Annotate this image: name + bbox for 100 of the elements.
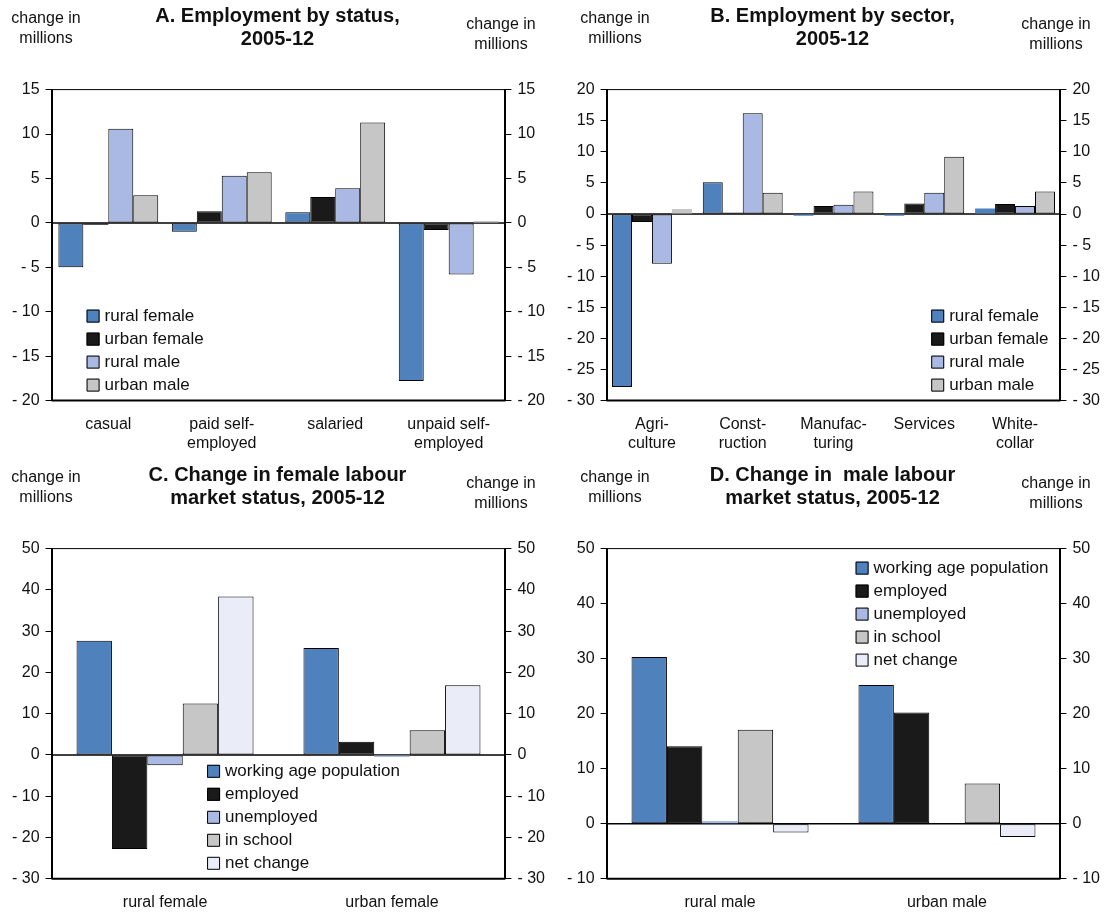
y-tick-label: 40 (21, 580, 40, 598)
legend-label: urban male (949, 374, 1035, 394)
y-tick-label: 30 (576, 649, 595, 667)
y-tick-label: 40 (576, 594, 595, 612)
x-tick-label: White-collar (991, 414, 1039, 451)
y2-tick-label: 20 (517, 662, 536, 680)
y-tick-label: 20 (576, 704, 595, 722)
y2-tick-label: - 5 (517, 257, 537, 275)
y-tick-label: 0 (30, 213, 40, 231)
x-tick-label: salaried (307, 414, 364, 432)
y-tick-label: 50 (576, 539, 595, 557)
legend-label: employed (225, 783, 299, 803)
legend-label: working age population (224, 760, 400, 780)
x-tick-label: casual (85, 414, 132, 432)
bar (671, 209, 692, 214)
y-tick-label: 0 (585, 814, 595, 832)
x-tick-label: unpaid self-employed (407, 414, 491, 451)
y-tick-label: 10 (576, 142, 595, 160)
y2-tick-label: - 5 (1072, 235, 1092, 253)
chart-title: D. Change in male labour market status, 2005-12 (708, 463, 957, 509)
y2-tick-label: 50 (517, 539, 536, 557)
y-tick-label: 30 (21, 621, 40, 639)
y-axis-title: change in millions (579, 467, 651, 507)
y-tick-label: - 15 (11, 346, 40, 364)
y2-tick-label: - 15 (517, 346, 546, 364)
legend-label: unemployed (873, 603, 967, 623)
y2-tick-label: 40 (1072, 594, 1091, 612)
y2-tick-label: 40 (517, 580, 536, 598)
y2-tick-label: 5 (1072, 173, 1082, 191)
y-axis-title: change in millions (579, 8, 651, 48)
legend-label: net change (873, 649, 958, 669)
y-tick-label: - 20 (11, 827, 40, 845)
x-tick-label: rural female (122, 892, 208, 910)
y-tick-label: - 10 (566, 266, 595, 284)
x-tick-label: Services (893, 414, 955, 432)
x-tick-label: urban male (906, 892, 988, 910)
y-tick-label: - 30 (11, 869, 40, 887)
legend-label: urban female (104, 328, 204, 348)
legend-label: in school (873, 626, 941, 646)
y-tick-label: 0 (585, 204, 595, 222)
y-tick-label: 50 (21, 539, 40, 557)
y2-tick-label: 15 (1072, 111, 1091, 129)
y2-tick-label: 10 (1072, 759, 1091, 777)
y-tick-label: - 10 (11, 302, 40, 320)
x-tick-label: Const-ruction (718, 414, 767, 451)
x-tick-label: paid self-employed (187, 414, 257, 451)
legend-label: working age population (872, 557, 1049, 577)
y2-tick-label: - 20 (517, 391, 546, 409)
y2-tick-label: 0 (517, 745, 527, 763)
y2-tick-label: - 10 (517, 786, 546, 804)
chart-title: B. Employment by sector, 2005-12 (709, 4, 956, 50)
legend-label: unemployed (225, 806, 318, 826)
y2-tick-label: 0 (1072, 814, 1082, 832)
y2-tick-label: 30 (1072, 649, 1091, 667)
bar (702, 821, 738, 824)
y-tick-label: 10 (576, 759, 595, 777)
y-tick-label: 15 (21, 80, 40, 98)
legend-label: rural male (104, 351, 181, 371)
y-tick-label: - 5 (575, 235, 595, 253)
y2-tick-label: - 15 (1072, 297, 1101, 315)
y-tick-label: 10 (21, 124, 40, 142)
legend-label: employed (873, 580, 948, 600)
y2-tick-label: 50 (1072, 539, 1091, 557)
y-tick-label: 0 (30, 745, 40, 763)
y2-tick-label: 30 (517, 621, 536, 639)
x-tick-label: urban female (345, 892, 439, 910)
y2-tick-label: - 25 (1072, 359, 1101, 377)
y2-tick-label: - 20 (517, 827, 546, 845)
y-tick-label: - 10 (566, 869, 595, 887)
y2-tick-label: 0 (517, 213, 527, 231)
x-tick-label: Agri-culture (627, 414, 677, 451)
y2-axis-title: change in millions (1020, 473, 1092, 513)
y-axis-title: change in millions (10, 467, 82, 507)
y-tick-label: - 10 (11, 786, 40, 804)
y-tick-label: - 15 (566, 297, 595, 315)
legend-label: net change (225, 852, 310, 872)
y2-axis-title: change in millions (465, 14, 537, 54)
y2-tick-label: - 30 (517, 869, 546, 887)
y-tick-label: 15 (576, 111, 595, 129)
y2-tick-label: 0 (1072, 204, 1082, 222)
x-tick-label: rural male (684, 892, 756, 910)
y2-tick-label: - 10 (1072, 869, 1101, 887)
legend-label: rural male (949, 351, 1025, 371)
y-tick-label: 20 (576, 80, 595, 98)
legend-label: urban male (104, 374, 190, 394)
y-tick-label: - 25 (566, 359, 595, 377)
y2-tick-label: 20 (1072, 704, 1091, 722)
legend-label: urban female (949, 328, 1049, 348)
y2-tick-label: - 20 (1072, 328, 1101, 346)
chart-title: A. Employment by status, 2005-12 (154, 4, 401, 50)
y2-axis-title: change in millions (465, 473, 537, 513)
y2-tick-label: 10 (517, 124, 536, 142)
y-tick-label: - 30 (566, 391, 595, 409)
y2-tick-label: - 10 (1072, 266, 1101, 284)
legend-label: in school (225, 829, 293, 849)
y2-tick-label: 10 (1072, 142, 1091, 160)
y2-tick-label: - 30 (1072, 391, 1101, 409)
y2-tick-label: - 10 (517, 302, 546, 320)
legend-label: rural female (949, 305, 1039, 325)
bar (975, 208, 996, 214)
